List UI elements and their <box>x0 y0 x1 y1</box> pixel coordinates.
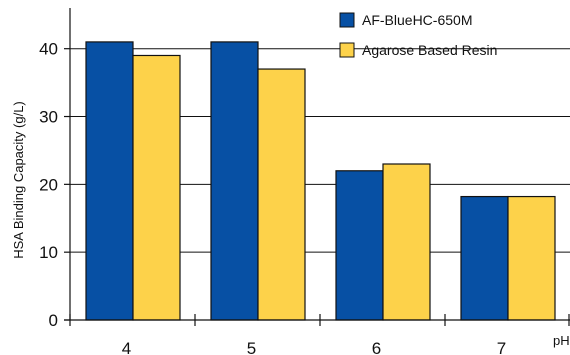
legend-swatch-af-bluehc-650m <box>339 12 355 28</box>
bar-agarose-based-resin-ph-6 <box>382 163 431 321</box>
bar-agarose-based-resin-ph-7 <box>507 195 556 321</box>
legend-label-af-bluehc-650m: AF-BlueHC-650M <box>362 12 472 28</box>
bars <box>85 41 556 321</box>
axes: 0 10 20 30 40 4 5 6 7 <box>39 8 570 355</box>
y-tick-label-20: 20 <box>39 175 58 194</box>
legend: AF-BlueHC-650M Agarose Based Resin <box>339 12 497 58</box>
bar-agarose-based-resin-ph-5 <box>257 68 306 321</box>
bar-af-bluehc-650m-ph-7 <box>460 195 509 321</box>
legend-swatch-agarose-based-resin <box>339 42 355 58</box>
x-tick-label-4: 4 <box>122 339 131 355</box>
x-tick-label-6: 6 <box>372 339 381 355</box>
y-tick-label-0: 0 <box>49 311 58 330</box>
x-axis-title: pH <box>553 333 570 348</box>
y-axis-title: HSA Binding Capacity (g/L) <box>11 101 26 259</box>
y-tick-label-30: 30 <box>39 108 58 127</box>
bar-agarose-based-resin-ph-4 <box>132 54 181 321</box>
x-tick-label-5: 5 <box>247 339 256 355</box>
y-tick-label-40: 40 <box>39 40 58 59</box>
x-tick-label-7: 7 <box>497 339 506 355</box>
legend-label-agarose-based-resin: Agarose Based Resin <box>362 42 497 58</box>
bar-af-bluehc-650m-ph-5 <box>210 41 259 321</box>
y-tick-label-10: 10 <box>39 243 58 262</box>
bar-af-bluehc-650m-ph-6 <box>335 170 384 321</box>
bar-af-bluehc-650m-ph-4 <box>85 41 134 321</box>
